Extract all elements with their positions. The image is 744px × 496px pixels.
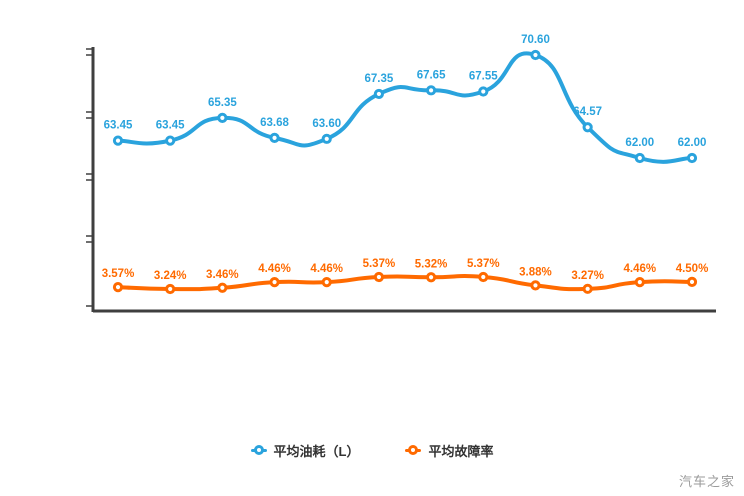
- legend-item-0[interactable]: 平均油耗（L）: [250, 441, 360, 460]
- line-marker-icon: [250, 442, 267, 458]
- data-label: 5.37%: [363, 258, 396, 270]
- data-point-marker[interactable]: [634, 152, 645, 164]
- data-label: 3.57%: [102, 268, 135, 280]
- data-label: 5.32%: [415, 258, 448, 270]
- data-point-marker[interactable]: [112, 135, 124, 146]
- chart-legend: 平均油耗（L） 平均故障率: [0, 436, 744, 464]
- data-label: 4.46%: [624, 263, 657, 275]
- series-layer: 63.45 63.45 65.35 63.68 63.60 67.35 67.65 67.55…: [102, 34, 709, 295]
- data-point-marker[interactable]: [269, 277, 280, 288]
- data-label: 3.88%: [519, 266, 552, 278]
- data-label: 70.60: [521, 34, 550, 46]
- series-line-1: [116, 274, 694, 292]
- data-point-marker[interactable]: [321, 277, 332, 288]
- data-point-marker[interactable]: [269, 132, 280, 143]
- data-label: 3.46%: [206, 269, 239, 281]
- data-label: 67.55: [469, 71, 498, 83]
- data-label: 67.65: [417, 69, 446, 81]
- data-point-marker[interactable]: [425, 272, 437, 283]
- data-point-marker[interactable]: [112, 282, 124, 293]
- series-line-0: [116, 51, 694, 164]
- watermark: 汽车之家: [678, 475, 735, 490]
- legend-item-1[interactable]: 平均故障率: [405, 441, 493, 460]
- data-label: 63.45: [104, 120, 133, 132]
- line-marker-icon: [405, 442, 422, 458]
- legend-label-0: 平均油耗（L）: [273, 443, 360, 459]
- data-label: 63.45: [156, 120, 185, 132]
- data-label: 4.46%: [258, 263, 291, 275]
- data-point-marker[interactable]: [478, 271, 489, 283]
- data-label: 63.60: [312, 118, 341, 130]
- data-point-marker[interactable]: [634, 277, 645, 288]
- data-point-marker[interactable]: [582, 283, 593, 294]
- data-point-marker[interactable]: [530, 49, 541, 61]
- legend-label-1: 平均故障率: [428, 443, 494, 459]
- data-point-marker[interactable]: [373, 88, 385, 100]
- data-point-marker[interactable]: [217, 282, 228, 293]
- data-point-marker[interactable]: [478, 86, 489, 97]
- data-point-marker[interactable]: [686, 152, 698, 164]
- data-label: 3.24%: [154, 270, 187, 282]
- data-label: 63.68: [260, 117, 289, 129]
- y-axis: [86, 47, 95, 312]
- data-point-marker[interactable]: [165, 135, 176, 146]
- data-label: 65.35: [208, 97, 237, 109]
- data-label: 4.46%: [310, 263, 343, 275]
- data-label: 3.27%: [571, 270, 604, 282]
- data-label: 4.50%: [676, 263, 709, 275]
- data-point-marker[interactable]: [530, 280, 541, 291]
- data-point-marker[interactable]: [321, 133, 332, 144]
- data-point-marker[interactable]: [582, 122, 593, 133]
- data-label: 5.37%: [467, 258, 500, 270]
- data-point-marker[interactable]: [425, 85, 437, 96]
- data-point-marker[interactable]: [373, 271, 385, 283]
- data-label: 67.35: [365, 73, 394, 85]
- data-point-marker[interactable]: [217, 112, 228, 123]
- data-label: 62.00: [678, 137, 707, 149]
- data-label: 62.00: [625, 137, 654, 149]
- data-point-marker[interactable]: [686, 276, 698, 288]
- data-label: 64.57: [573, 106, 602, 118]
- data-point-marker[interactable]: [165, 283, 176, 295]
